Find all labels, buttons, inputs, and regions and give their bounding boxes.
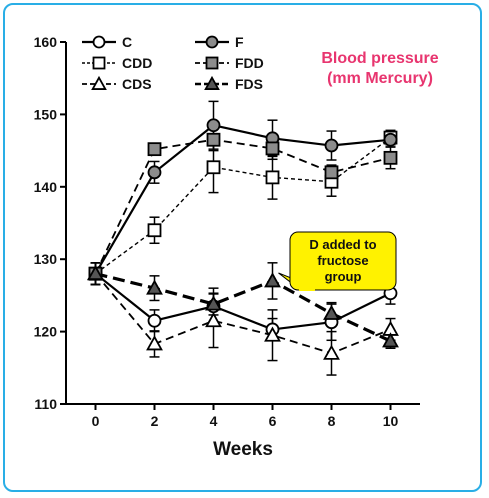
data-point-cds [205, 311, 222, 328]
data-point-fdd [147, 142, 162, 157]
annotation-text: D added to [309, 237, 376, 252]
data-point-fdd [265, 141, 280, 156]
callout-box [289, 231, 397, 291]
data-point-fds [205, 295, 222, 311]
data-point-fds [264, 272, 281, 288]
data-point-f [383, 132, 398, 147]
x-axis-label: Weeks [213, 439, 273, 460]
series-line-cdd [95, 137, 391, 275]
x-tick-label: 0 [92, 413, 100, 429]
chart-title: Blood pressure [321, 50, 438, 67]
data-point-fds [323, 304, 340, 320]
legend-label: F [235, 34, 244, 50]
y-tick-label: 160 [34, 34, 58, 50]
data-point-fdd [324, 165, 339, 180]
data-point-f [147, 165, 162, 180]
data-point-c [147, 313, 162, 328]
x-tick-label: 4 [210, 413, 218, 429]
legend-label: C [122, 34, 132, 50]
x-tick-label: 10 [383, 413, 399, 429]
data-point-cds [264, 326, 281, 342]
series-line-f [94, 124, 391, 275]
annotation-text: fructose [317, 253, 368, 268]
data-point-fdd [206, 132, 221, 147]
data-point-fdd [383, 150, 398, 165]
data-point-fds [87, 264, 104, 281]
y-tick-label: 150 [34, 106, 58, 122]
legend-marker-fdd [205, 56, 219, 70]
x-tick-label: 8 [328, 413, 336, 429]
legend-label: FDS [235, 76, 263, 92]
data-point-fds [146, 279, 163, 295]
y-tick-label: 130 [34, 251, 58, 267]
y-tick-label: 110 [34, 396, 57, 412]
data-point-fds [382, 332, 399, 348]
series-line-fds [95, 272, 392, 343]
legend-marker-f [205, 35, 219, 49]
series-line-cds [94, 273, 391, 355]
data-point-cds [323, 344, 340, 360]
legend-marker-c [92, 35, 106, 49]
legend-label: CDS [122, 76, 152, 92]
legend-label: FDD [235, 55, 264, 71]
legend-label: CDD [122, 55, 152, 71]
data-point-f [324, 138, 339, 153]
data-point-cdd [147, 223, 162, 238]
callout-joint [299, 287, 315, 291]
series-line-fdd [94, 138, 391, 275]
chart-title: (mm Mercury) [327, 70, 433, 87]
legend-marker-cds [91, 75, 107, 90]
data-point-cds [146, 335, 163, 351]
x-tick-label: 6 [269, 413, 277, 429]
legend-marker-fds [204, 75, 220, 90]
data-point-f [206, 118, 221, 133]
legend-marker-cdd [92, 56, 106, 70]
y-tick-label: 140 [34, 179, 58, 195]
data-point-cdd [265, 170, 280, 185]
data-point-cdd [206, 160, 221, 175]
annotation-text: group [325, 269, 362, 284]
y-tick-label: 120 [34, 324, 58, 340]
x-tick-label: 2 [151, 413, 159, 429]
